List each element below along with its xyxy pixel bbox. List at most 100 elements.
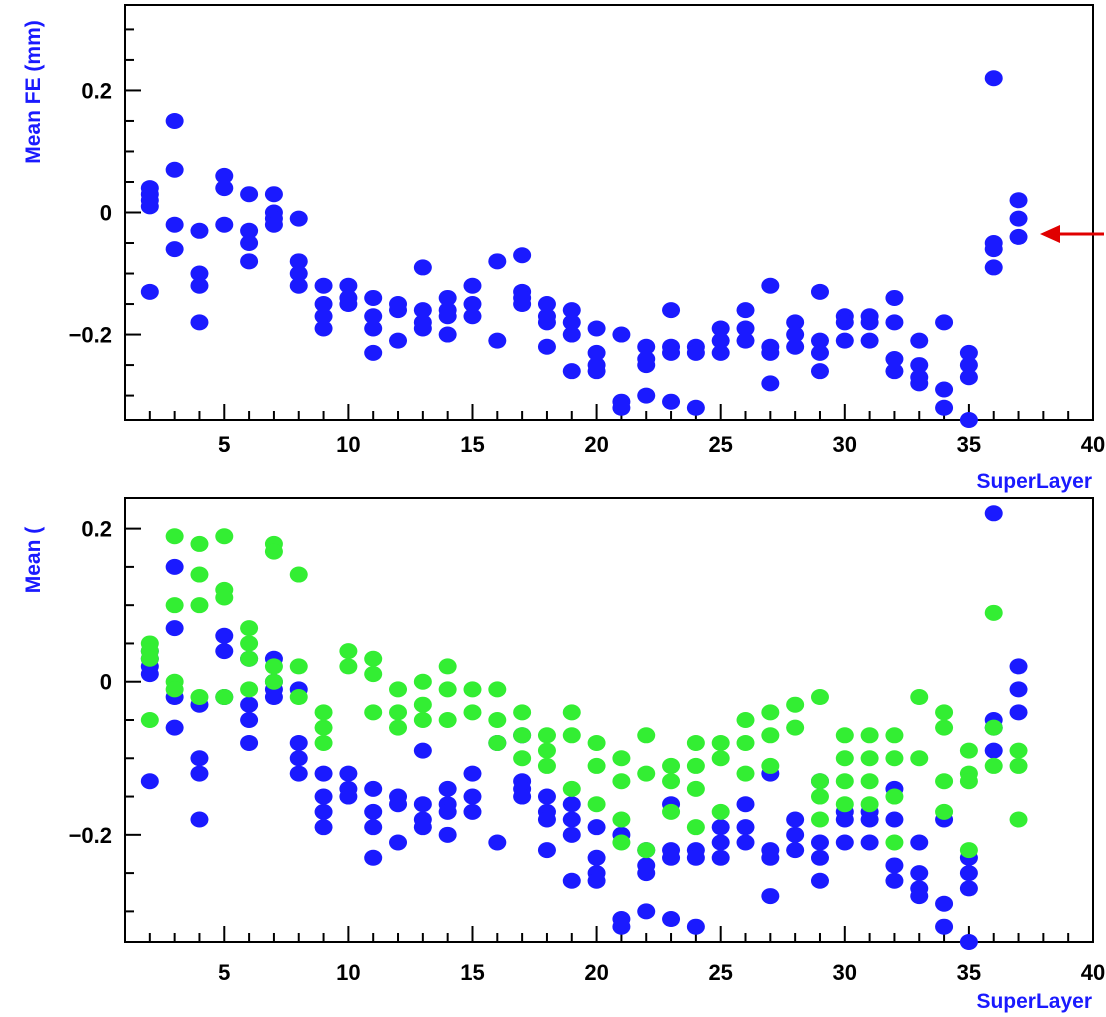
data-point: [438, 712, 457, 728]
data-point: [612, 750, 631, 767]
series-green: [140, 528, 1028, 859]
data-point: [910, 834, 929, 851]
data-point: [364, 289, 383, 306]
data-point: [885, 727, 904, 744]
data-point: [612, 834, 631, 851]
data-point: [240, 696, 259, 713]
data-point: [736, 834, 755, 851]
data-point: [885, 788, 904, 805]
data-point: [637, 338, 656, 355]
data-point: [860, 750, 879, 767]
data-point: [711, 849, 730, 866]
data-point: [810, 283, 829, 300]
data-point: [736, 320, 755, 337]
data-point: [289, 750, 308, 767]
data-point: [860, 811, 879, 828]
data-point: [810, 811, 829, 828]
data-point: [786, 811, 805, 828]
data-point: [364, 666, 383, 683]
y-axis-title: Mean FE (mm): [22, 20, 45, 164]
annotation-arrow-head: [1040, 225, 1060, 243]
data-point: [314, 788, 333, 805]
plot-frame: [124, 497, 1094, 943]
data-point: [314, 819, 333, 836]
data-point: [587, 344, 606, 361]
x-tick-label: 15: [460, 960, 484, 985]
data-point: [190, 811, 209, 828]
data-point: [959, 934, 978, 950]
data-point: [215, 167, 234, 184]
data-point: [537, 296, 556, 313]
x-tick-label: 25: [708, 960, 732, 985]
data-point: [165, 620, 184, 637]
data-point: [190, 314, 209, 331]
data-point: [413, 742, 432, 759]
data-point: [364, 803, 383, 820]
data-point: [463, 803, 482, 820]
data-point: [165, 112, 184, 129]
data-point: [339, 658, 358, 675]
data-point: [562, 811, 581, 828]
data-point: [686, 819, 705, 836]
data-point: [935, 381, 954, 398]
data-point: [339, 765, 358, 782]
data-point: [289, 210, 308, 227]
y-tick-label: 0.2: [81, 517, 112, 542]
data-point: [1009, 811, 1028, 828]
data-point: [959, 412, 978, 428]
data-point: [786, 696, 805, 713]
data-point: [984, 719, 1003, 736]
data-point: [984, 241, 1003, 258]
data-point: [910, 357, 929, 374]
data-point: [910, 375, 929, 392]
data-point: [637, 727, 656, 744]
data-point: [935, 399, 954, 416]
data-point: [1009, 192, 1028, 209]
data-point: [240, 235, 259, 252]
x-tick-label: 5: [218, 960, 230, 985]
x-tick-label: 5: [218, 432, 230, 457]
data-point: [463, 765, 482, 782]
data-point: [686, 344, 705, 361]
data-point: [761, 849, 780, 866]
data-point: [885, 363, 904, 380]
data-point: [711, 344, 730, 361]
data-point: [389, 719, 408, 736]
data-point: [314, 734, 333, 751]
data-point: [289, 765, 308, 782]
data-point: [637, 387, 656, 404]
x-axis-title: SuperLayer: [976, 470, 1092, 493]
data-point: [314, 803, 333, 820]
data-point: [835, 332, 854, 349]
data-point: [289, 734, 308, 751]
data-point: [786, 842, 805, 859]
data-point: [389, 332, 408, 349]
data-point: [736, 712, 755, 728]
y-tick-label: 0.2: [81, 78, 112, 103]
x-tick-label: 20: [584, 960, 608, 985]
data-point: [786, 326, 805, 343]
data-point: [364, 780, 383, 797]
data-point: [761, 375, 780, 392]
data-point: [413, 819, 432, 836]
data-point: [289, 658, 308, 675]
data-point: [885, 314, 904, 331]
data-point: [562, 704, 581, 721]
data-point: [885, 857, 904, 874]
data-point: [463, 296, 482, 313]
data-point: [562, 314, 581, 331]
data-point: [165, 719, 184, 736]
data-point: [389, 681, 408, 698]
data-point: [215, 689, 234, 706]
data-point: [587, 872, 606, 889]
data-point: [662, 911, 681, 928]
data-point: [165, 241, 184, 258]
data-point: [761, 277, 780, 294]
data-point: [711, 332, 730, 349]
data-point: [736, 734, 755, 751]
data-point: [264, 186, 283, 203]
data-point: [860, 796, 879, 813]
data-point: [612, 811, 631, 828]
data-point: [413, 673, 432, 690]
